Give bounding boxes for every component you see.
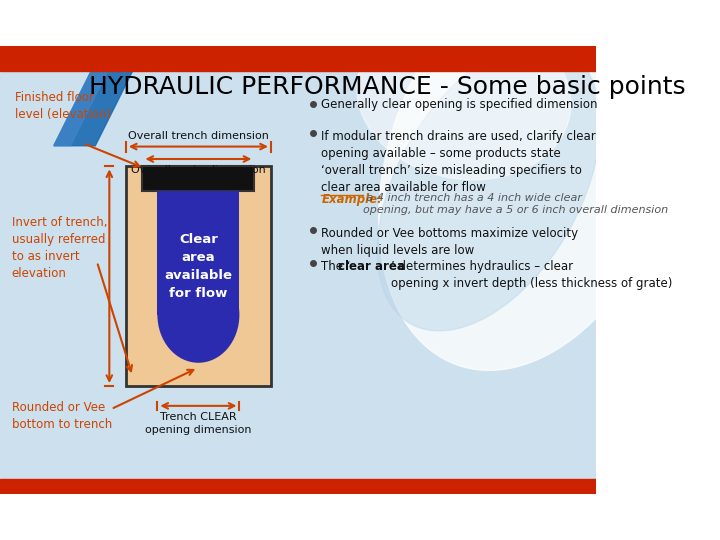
Text: Overall trench dimension: Overall trench dimension bbox=[128, 131, 269, 141]
Text: Example:: Example: bbox=[321, 193, 382, 206]
Bar bbox=[143, 166, 254, 191]
Text: Trench CLEAR
opening dimension: Trench CLEAR opening dimension bbox=[145, 413, 252, 435]
Bar bbox=[158, 191, 239, 315]
Text: Overall grate dimension: Overall grate dimension bbox=[131, 165, 266, 175]
Bar bbox=[0, 46, 596, 71]
Text: Clear
area
available
for flow: Clear area available for flow bbox=[164, 233, 233, 300]
Text: ’ determines hydraulics – clear
opening x invert depth (less thickness of grate): ’ determines hydraulics – clear opening … bbox=[391, 260, 672, 290]
Text: HYDRAULIC PERFORMANCE - Some basic points: HYDRAULIC PERFORMANCE - Some basic point… bbox=[89, 75, 686, 98]
Bar bbox=[126, 166, 271, 386]
Text: Invert of trench,
usually referred
to as invert
elevation: Invert of trench, usually referred to as… bbox=[12, 216, 107, 280]
Bar bbox=[0, 479, 596, 494]
Ellipse shape bbox=[377, 43, 600, 331]
Polygon shape bbox=[54, 46, 145, 146]
Text: Generally clear opening is specified dimension: Generally clear opening is specified dim… bbox=[321, 98, 598, 111]
Text: Finished floor
level (elevation): Finished floor level (elevation) bbox=[15, 91, 111, 121]
Text: If modular trench drains are used, clarify clear
opening available – some produc: If modular trench drains are used, clari… bbox=[321, 130, 596, 194]
Ellipse shape bbox=[357, 12, 571, 180]
Text: Rounded or Vee
bottom to trench: Rounded or Vee bottom to trench bbox=[12, 401, 112, 431]
Polygon shape bbox=[54, 46, 120, 146]
Text: The ‘: The ‘ bbox=[321, 260, 351, 273]
Text: clear area: clear area bbox=[338, 260, 405, 273]
Text: a 4 inch trench has a 4 inch wide clear
opening, but may have a 5 or 6 inch over: a 4 inch trench has a 4 inch wide clear … bbox=[363, 193, 668, 215]
Ellipse shape bbox=[379, 0, 682, 370]
Ellipse shape bbox=[158, 267, 239, 363]
Text: Rounded or Vee bottoms maximize velocity
when liquid levels are low: Rounded or Vee bottoms maximize velocity… bbox=[321, 227, 579, 257]
